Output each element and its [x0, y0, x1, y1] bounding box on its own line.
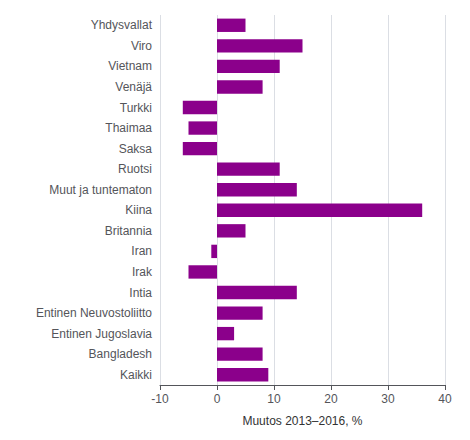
svg-text:Entinen Jugoslavia: Entinen Jugoslavia	[51, 327, 152, 341]
svg-text:30: 30	[381, 392, 395, 406]
svg-text:Irak: Irak	[132, 265, 153, 279]
svg-text:Bangladesh: Bangladesh	[89, 347, 152, 361]
svg-text:Yhdysvallat: Yhdysvallat	[91, 18, 153, 32]
svg-text:Viro: Viro	[131, 39, 152, 53]
svg-text:-10: -10	[151, 392, 169, 406]
svg-text:Turkki: Turkki	[120, 101, 152, 115]
svg-text:Ruotsi: Ruotsi	[118, 162, 152, 176]
svg-text:Iran: Iran	[131, 244, 152, 258]
svg-text:Muutos 2013–2016, %: Muutos 2013–2016, %	[242, 414, 362, 428]
svg-text:Thaimaa: Thaimaa	[105, 121, 152, 135]
svg-text:Kiina: Kiina	[125, 203, 152, 217]
svg-text:Entinen Neuvostoliitto: Entinen Neuvostoliitto	[36, 306, 152, 320]
svg-text:Kaikki: Kaikki	[120, 368, 152, 382]
svg-text:Venäjä: Venäjä	[115, 80, 152, 94]
svg-text:Vietnam: Vietnam	[108, 59, 152, 73]
svg-text:Saksa: Saksa	[119, 142, 153, 156]
svg-text:10: 10	[267, 392, 281, 406]
svg-text:40: 40	[438, 392, 452, 406]
svg-text:Britannia: Britannia	[105, 224, 153, 238]
svg-text:0: 0	[214, 392, 221, 406]
svg-text:20: 20	[324, 392, 338, 406]
svg-text:Muut ja tuntematon: Muut ja tuntematon	[49, 183, 152, 197]
svg-text:Intia: Intia	[129, 286, 152, 300]
